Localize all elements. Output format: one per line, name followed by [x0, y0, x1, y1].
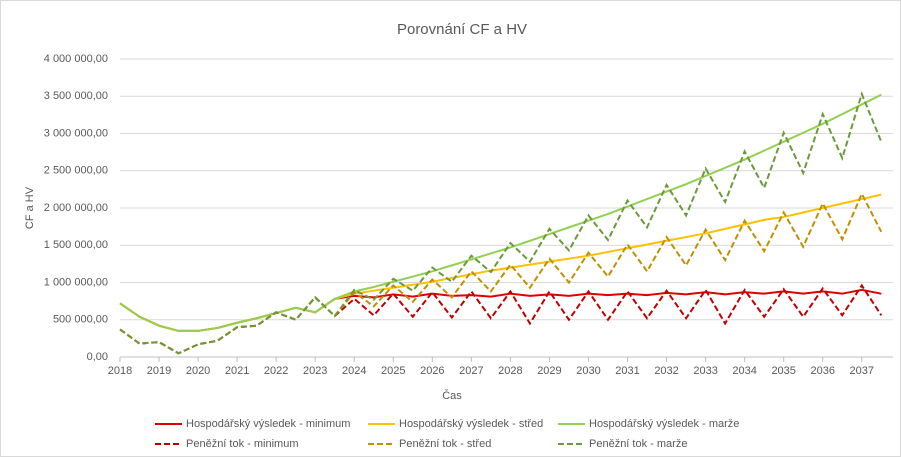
series-line [119, 91, 883, 355]
x-tick-label: 2023 [303, 365, 327, 377]
y-tick-label: 2 000 000,00 [44, 202, 108, 214]
legend-label: Peněžní tok - střed [399, 438, 491, 450]
y-tick-label: 1 500 000,00 [44, 239, 108, 251]
x-tick-label: 2026 [420, 365, 444, 377]
y-tick-label: 3 000 000,00 [44, 127, 108, 139]
x-tick-label: 2028 [498, 365, 522, 377]
x-tick-label: 2018 [108, 365, 132, 377]
series-line [119, 93, 882, 332]
x-tick-label: 2021 [225, 365, 249, 377]
legend-label: Hospodářský výsledek - střed [399, 418, 543, 430]
x-tick-label: 2019 [147, 365, 171, 377]
x-tick-label: 2024 [342, 365, 366, 377]
x-tick-label: 2025 [381, 365, 405, 377]
x-tick-label: 2036 [810, 365, 834, 377]
x-tick-label: 2020 [186, 365, 210, 377]
chart-title: Porovnání CF a HV [397, 21, 527, 38]
x-tick-label: 2022 [264, 365, 288, 377]
x-tick-label: 2029 [537, 365, 561, 377]
x-tick-label: 2027 [459, 365, 483, 377]
x-tick-label: 2037 [850, 365, 874, 377]
x-tick-label: 2031 [615, 365, 639, 377]
legend-label: Hospodářský výsledek - marže [589, 418, 739, 430]
y-tick-label: 1 000 000,00 [44, 276, 108, 288]
legend-label: Hospodářský výsledek - minimum [186, 418, 350, 430]
x-tick-label: 2032 [654, 365, 678, 377]
x-tick-label: 2033 [693, 365, 717, 377]
y-tick-label: 2 500 000,00 [44, 165, 108, 177]
legend-label: Peněžní tok - minimum [186, 438, 298, 450]
y-axis-label: CF a HV [24, 186, 36, 229]
legend-label: Peněžní tok - marže [589, 438, 687, 450]
y-tick-label: 3 500 000,00 [44, 90, 108, 102]
y-tick-label: 500 000,00 [53, 314, 108, 326]
y-tick-label: 0,00 [87, 351, 108, 363]
x-tick-label: 2030 [576, 365, 600, 377]
x-axis-label: Čas [442, 389, 462, 402]
x-tick-label: 2035 [771, 365, 795, 377]
y-tick-label: 4 000 000,00 [44, 53, 108, 65]
x-tick-label: 2034 [732, 365, 756, 377]
